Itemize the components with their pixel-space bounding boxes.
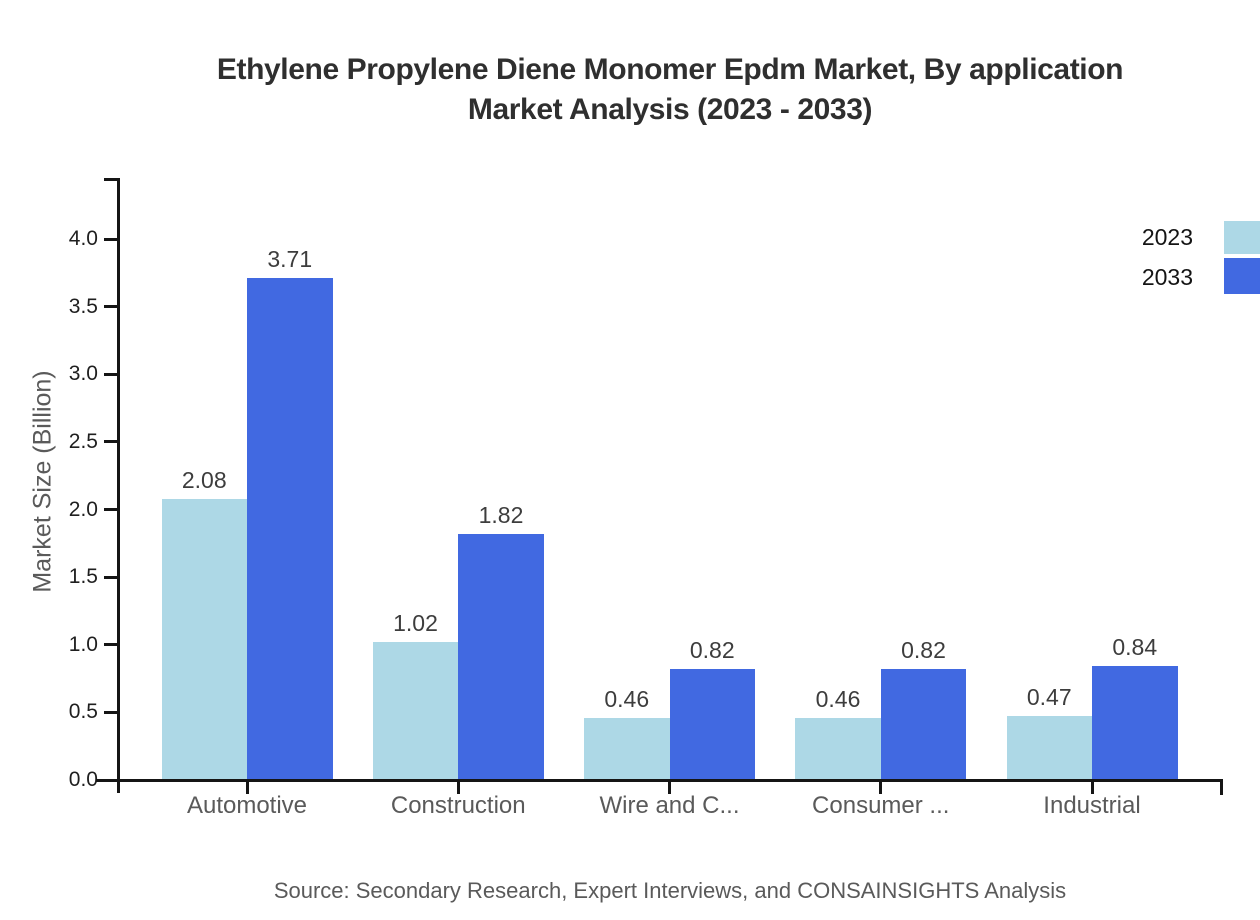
y-tick-4.0 (104, 237, 118, 241)
y-tick-1.0 (104, 643, 118, 647)
y-tick-2.0 (104, 508, 118, 511)
category-label-industrial: Industrial (1043, 792, 1141, 819)
y-axis-spine (117, 178, 120, 793)
y-tick-label-4.0: 4.0 (68, 227, 98, 250)
y-tick-label-1.0: 1.0 (68, 632, 98, 656)
y-tick-3.0 (104, 372, 118, 376)
y-tick-3.5 (104, 305, 118, 309)
bar-2033-automotive (247, 278, 333, 780)
bar-2023-construction (372, 642, 459, 780)
value-label-2033-construction: 1.82 (478, 501, 524, 528)
y-tick-0.5 (104, 710, 118, 714)
value-label-2023-automotive: 2.08 (181, 466, 227, 493)
chart-title-line2: Market Analysis (2023 - 2033) (467, 93, 873, 126)
category-label-wire-and-c: Wire and C... (599, 792, 740, 819)
source-text: Source: Secondary Research, Expert Inter… (273, 878, 1067, 903)
x-tick-wire-and-c (668, 779, 671, 794)
bar-2033-wire-and-c (669, 669, 755, 780)
value-label-2033-industrial: 0.84 (1112, 634, 1158, 661)
y-tick-label-3.0: 3.0 (68, 362, 98, 386)
y-tick-label-2.0: 2.0 (68, 497, 98, 521)
y-tick-2.5 (104, 440, 118, 444)
bar-2023-consumer (795, 717, 881, 780)
y-tick-label-0.0: 0.0 (68, 768, 98, 791)
y-tick-1.5 (104, 575, 118, 579)
bar-2033-industrial (1092, 666, 1178, 780)
y-tick-label-3.5: 3.5 (68, 294, 98, 318)
value-label-2023-industrial: 0.47 (1026, 684, 1072, 711)
bar-2023-automotive (161, 498, 247, 780)
y-tick-label-0.5: 0.5 (68, 700, 98, 724)
y-tick-label-1.5: 1.5 (68, 565, 98, 589)
chart-title: Ethylene Propylene Diene Monomer Epdm Ma… (80, 50, 1260, 130)
x-axis-spine (96, 779, 1223, 782)
y-axis-end-cap (104, 178, 120, 181)
y-tick-label-2.5: 2.5 (68, 429, 98, 453)
bar-2033-construction (458, 533, 544, 780)
bar-2023-industrial (1006, 716, 1092, 780)
value-label-2023-construction: 1.02 (393, 610, 438, 637)
x-tick-consumer (879, 779, 883, 794)
bar-2033-consumer (880, 669, 967, 780)
value-label-2023-consumer: 0.46 (815, 685, 861, 712)
chart-title-line1: Ethylene Propylene Diene Monomer Epdm Ma… (216, 53, 1124, 86)
category-label-consumer: Consumer ... (812, 792, 950, 819)
category-label-automotive: Automotive (186, 792, 308, 819)
value-label-2033-automotive: 3.71 (267, 246, 313, 273)
x-tick-industrial (1090, 779, 1094, 794)
category-label-construction: Construction (390, 792, 526, 819)
value-label-2033-wire-and-c: 0.82 (689, 637, 735, 664)
x-tick-construction (456, 779, 460, 794)
value-label-2023-wire-and-c: 0.46 (604, 685, 650, 712)
value-label-2033-consumer: 0.82 (901, 637, 946, 664)
bar-2023-wire-and-c (584, 717, 670, 780)
x-axis-end-cap (1220, 779, 1223, 795)
x-tick-automotive (245, 779, 249, 794)
